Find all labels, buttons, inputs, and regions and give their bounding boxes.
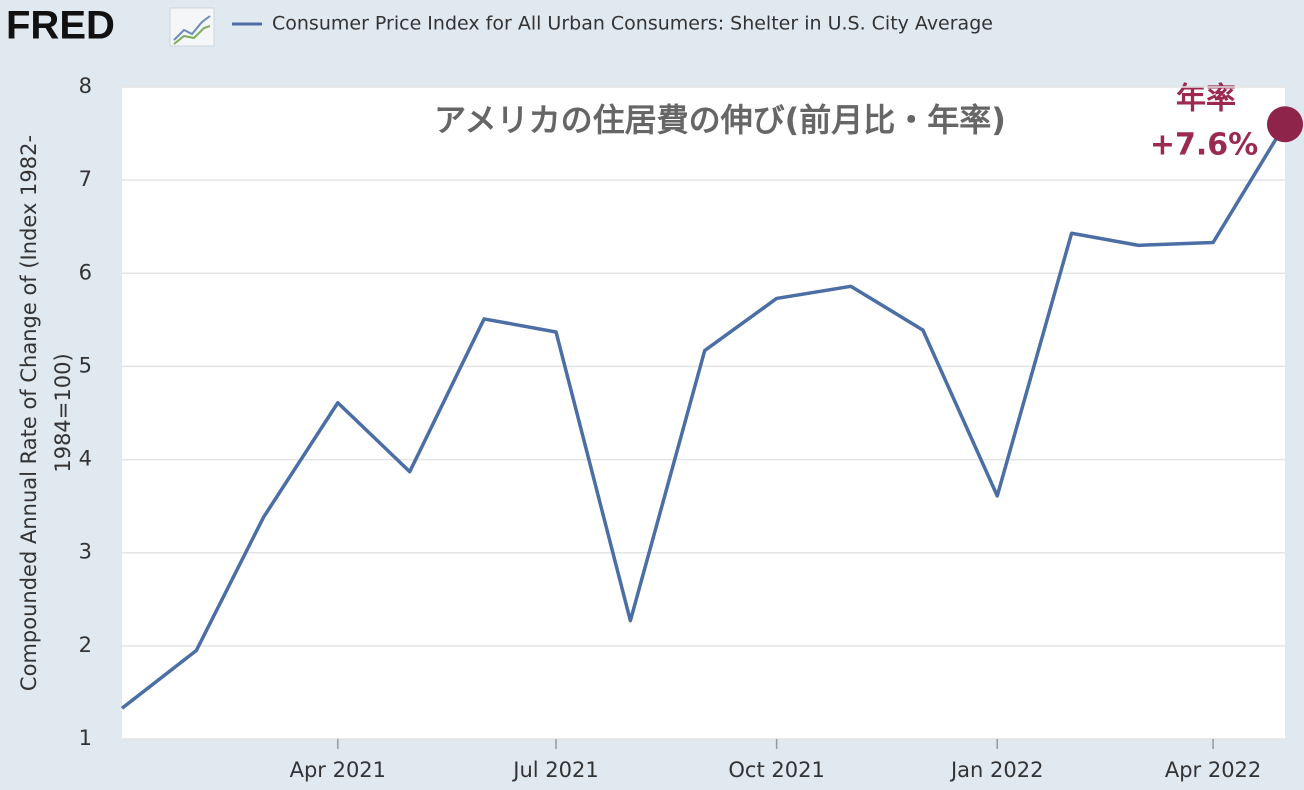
logo-icon bbox=[169, 7, 215, 47]
y-tick-label: 6 bbox=[79, 260, 92, 284]
line bbox=[120, 123, 1287, 710]
legend-label: Consumer Price Index for All Urban Consu… bbox=[272, 13, 993, 35]
x-tick-label: Apr 2021 bbox=[290, 758, 386, 782]
y-axis-title-line: 1984=100) bbox=[51, 353, 75, 472]
annotation: +7.6% bbox=[1150, 128, 1258, 163]
y-axis-title: Compounded Annual Rate of Change of (Ind… bbox=[17, 135, 75, 691]
y-tick-label: 7 bbox=[79, 167, 92, 191]
logo: FRED bbox=[6, 4, 115, 48]
y-tick-label: 8 bbox=[79, 74, 92, 98]
y-tick-label: 4 bbox=[79, 447, 92, 471]
x-tick-label: Oct 2021 bbox=[728, 758, 824, 782]
chart-title: アメリカの住居費の伸び(前月比・年率) bbox=[434, 101, 1006, 139]
plot-area bbox=[122, 87, 1285, 739]
y-tick-label: 2 bbox=[79, 633, 92, 657]
y-tick-label: 5 bbox=[79, 353, 92, 377]
y-axis-title-line: Compounded Annual Rate of Change of (Ind… bbox=[17, 135, 41, 691]
x-tick-label: Apr 2022 bbox=[1165, 758, 1261, 782]
y-tick-label: 1 bbox=[79, 726, 92, 750]
y-tick-label: 3 bbox=[79, 540, 92, 564]
x-tick-label: Jan 2022 bbox=[949, 758, 1044, 782]
highlight-point bbox=[1267, 106, 1303, 143]
x-tick-label: Jul 2021 bbox=[511, 758, 598, 782]
